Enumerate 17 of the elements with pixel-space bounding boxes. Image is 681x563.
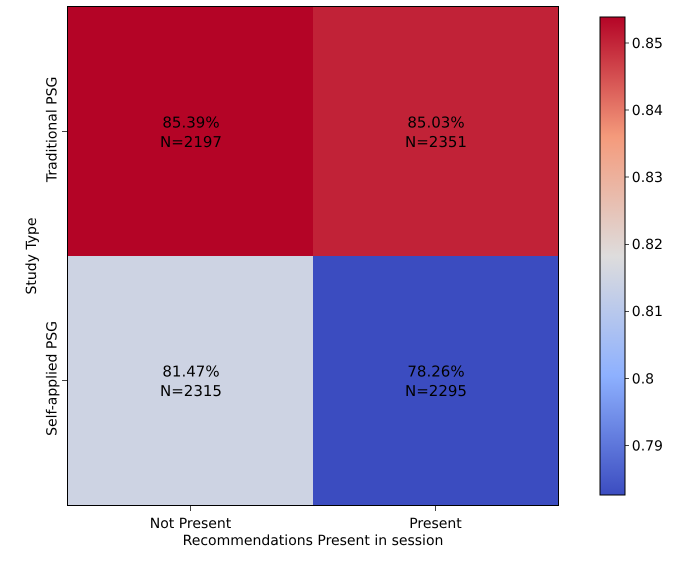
x-tick-label: Not Present xyxy=(150,516,232,532)
color-bar-label: 0.82 xyxy=(632,237,663,254)
data-label: 85.03% N=2351 xyxy=(405,114,467,151)
data-label: 81.47% N=2315 xyxy=(160,362,222,400)
color-bar-label: 0.8 xyxy=(632,371,654,388)
y-tick-label: Self-applied PSG xyxy=(44,320,60,436)
x-tick-label: Present xyxy=(409,516,462,532)
data-label: 85.39% N=2197 xyxy=(160,114,222,151)
data-label: 78.26% N=2295 xyxy=(405,362,467,400)
color-bar-label: 0.84 xyxy=(632,103,664,120)
y-axis-title: Study Type xyxy=(24,217,40,295)
color-bar-label: 0.83 xyxy=(632,170,663,186)
y-tick-label: Traditional PSG xyxy=(44,76,60,184)
x-axis-title: Recommendations Present in session xyxy=(182,533,444,550)
color-bar-label: 0.79 xyxy=(632,438,663,454)
color-bar-label: 0.81 xyxy=(632,304,663,320)
color-bar-label: 0.85 xyxy=(632,36,663,52)
